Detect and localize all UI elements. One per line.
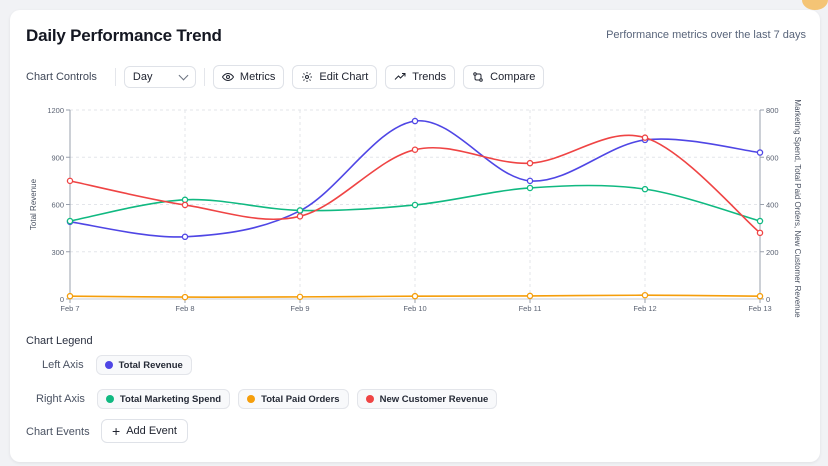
y-right-tick-label: 600 [766,153,779,162]
compare-button-label: Compare [490,71,536,83]
page-title: Daily Performance Trend [26,26,222,45]
x-tick-label: Feb 8 [175,304,194,313]
y-right-axis-title: Marketing Spend, Total Paid Orders, New … [793,100,802,318]
data-point-new-customer-revenue [181,201,189,209]
legend-dot [365,395,374,403]
x-tick-label: Feb 13 [748,304,771,313]
legend-chip-label: New Customer Revenue [379,393,489,405]
metrics-button-label: Metrics [239,71,276,83]
y-tick-label: 600 [51,201,64,210]
chevron-down-icon [178,70,189,81]
legend-title: Chart Legend [26,335,93,347]
trends-button-label: Trends [412,71,447,83]
edit-chart-button[interactable]: Edit Chart [292,65,378,89]
page-subtitle: Performance metrics over the last 7 days [606,29,806,41]
y-right-tick-label: 400 [766,201,779,210]
x-tick-label: Feb 7 [60,304,79,313]
trends-button[interactable]: Trends [385,65,456,89]
compare-button[interactable]: Compare [463,65,545,89]
data-point-new-customer-revenue [66,177,74,185]
y-right-tick-label: 200 [766,248,779,257]
x-tick-label: Feb 11 [519,304,542,313]
add-event-button[interactable]: + Add Event [101,419,188,443]
data-point-new-customer-revenue [641,134,649,141]
data-point-total-marketing-spend [641,185,649,193]
y-tick-label: 900 [51,153,64,162]
legend-chip-label: Total Paid Orders [261,393,340,405]
legend-dot [105,395,114,403]
left-axis-label: Left Axis [42,359,84,371]
data-point-total-marketing-spend [526,184,534,192]
compare-icon [473,72,483,82]
data-point-total-paid-orders [181,293,189,301]
plus-icon: + [112,423,121,439]
right-axis-label: Right Axis [36,393,85,405]
legend-dot [247,395,256,403]
chart-card: Daily Performance Trend Performance metr… [10,10,820,462]
eye-icon [221,72,234,82]
chart-controls-label: Chart Controls [26,71,97,83]
granularity-value: Day [132,71,153,83]
data-point-total-paid-orders [756,292,764,300]
granularity-select[interactable]: Day [123,66,196,88]
x-tick-label: Feb 9 [290,304,309,313]
data-point-new-customer-revenue [756,229,764,237]
data-point-total-marketing-spend [756,217,764,225]
chart-controls: Chart Controls Day Metrics Edit Chart Tr… [26,65,552,89]
legend-chip-total-paid-orders[interactable]: Total Paid Orders [238,389,349,409]
data-point-total-revenue [756,149,764,156]
data-point-total-paid-orders [641,291,649,299]
gear-icon [302,72,313,82]
y-right-tick-label: 0 [766,295,770,304]
data-point-new-customer-revenue [296,213,304,220]
data-point-total-marketing-spend [66,217,74,225]
data-point-total-marketing-spend [411,201,419,209]
data-point-total-paid-orders [296,293,304,301]
y-tick-label: 300 [51,248,64,257]
legend-dot [104,361,113,369]
legend-left-axis-row: Left Axis Total Revenue [26,355,200,375]
data-point-total-revenue [181,233,189,241]
legend-chip-label: Total Revenue [118,359,183,371]
x-tick-label: Feb 12 [633,304,656,313]
add-event-button-label: Add Event [126,425,177,437]
avatar[interactable] [802,0,828,10]
legend-chip-label: Total Marketing Spend [119,393,222,405]
y-tick-label: 0 [60,295,64,304]
data-point-total-paid-orders [411,292,419,300]
legend-chip-new-customer-revenue[interactable]: New Customer Revenue [356,389,498,409]
data-point-total-marketing-spend [296,207,304,214]
legend-chip-total-marketing-spend[interactable]: Total Marketing Spend [96,389,231,409]
data-point-total-marketing-spend [181,196,189,204]
x-tick-label: Feb 10 [403,304,426,313]
divider [114,68,116,86]
data-point-total-paid-orders [526,292,534,300]
legend-right-axis-row: Right Axis Total Marketing Spend Total P… [26,389,505,409]
divider [203,68,205,86]
chart-events-label: Chart Events [26,426,90,438]
data-point-total-revenue [526,177,534,185]
data-point-total-revenue [411,117,419,125]
y-right-tick-label: 800 [766,106,779,115]
legend-chip-total-revenue[interactable]: Total Revenue [95,355,192,375]
y-tick-label: 1200 [47,106,64,115]
edit-chart-button-label: Edit Chart [319,71,369,83]
data-point-new-customer-revenue [526,159,534,167]
data-point-new-customer-revenue [411,146,419,153]
line-chart: 0 300 600 900 1200 0 200 400 600 800 Feb 7 Feb 8 Feb… [29,100,802,318]
metrics-button[interactable]: Metrics [212,65,285,89]
y-axis-title: Total Revenue [29,178,38,230]
trending-up-icon [394,73,406,80]
data-point-total-paid-orders [66,292,74,300]
